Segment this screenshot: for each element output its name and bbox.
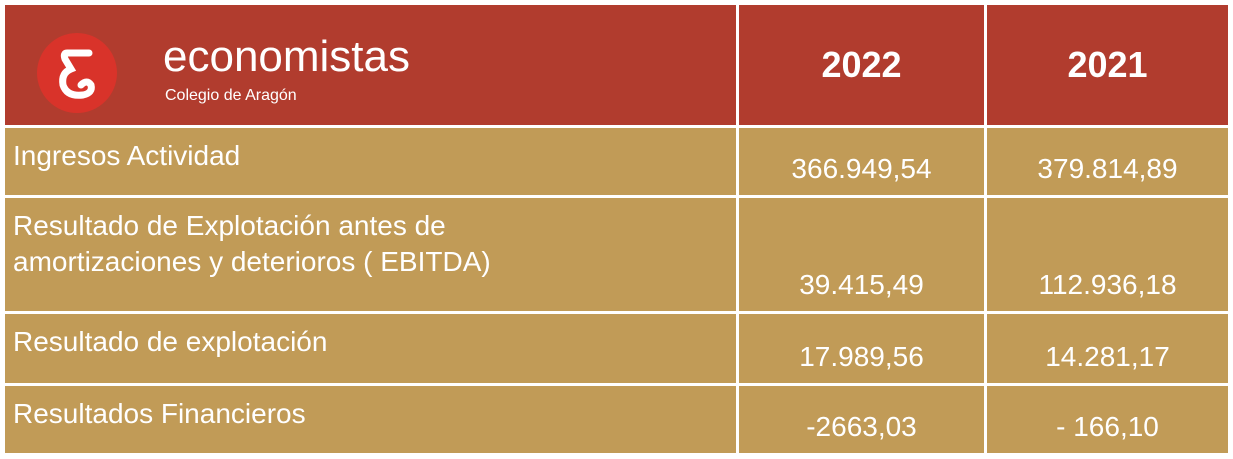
column-header: 2022 [739, 5, 984, 125]
logo-cell: economistas Colegio de Aragón [5, 5, 736, 125]
row-label-text: Resultado de explotación [13, 326, 328, 357]
value-cell: 39.415,49 [739, 198, 984, 311]
value-cell: 379.814,89 [987, 128, 1228, 195]
value-cell: - 166,10 [987, 386, 1228, 453]
row-label-text: Ingresos Actividad [13, 140, 241, 171]
column-header: 2021 [987, 5, 1228, 125]
logo-subtitle: Colegio de Aragón [165, 87, 297, 104]
table: economistas Colegio de Aragón 2022 2021 … [5, 5, 1228, 455]
value-cell: -2663,03 [739, 386, 984, 453]
value-cell: 366.949,54 [739, 128, 984, 195]
row-label: Ingresos Actividad [5, 128, 736, 195]
row-label-text: Resultado de Explotación antes de amorti… [13, 210, 491, 277]
row-label: Resultado de explotación [5, 314, 736, 383]
logo-title: economistas [163, 32, 411, 81]
value-cell: 17.989,56 [739, 314, 984, 383]
row-label: Resultado de Explotación antes de amorti… [5, 198, 736, 311]
value-cell: 14.281,17 [987, 314, 1228, 383]
row-label-text: Resultados Financieros [13, 398, 306, 429]
row-label: Resultados Financieros [5, 386, 736, 453]
logo-icon [37, 33, 117, 113]
value-cell: 112.936,18 [987, 198, 1228, 311]
